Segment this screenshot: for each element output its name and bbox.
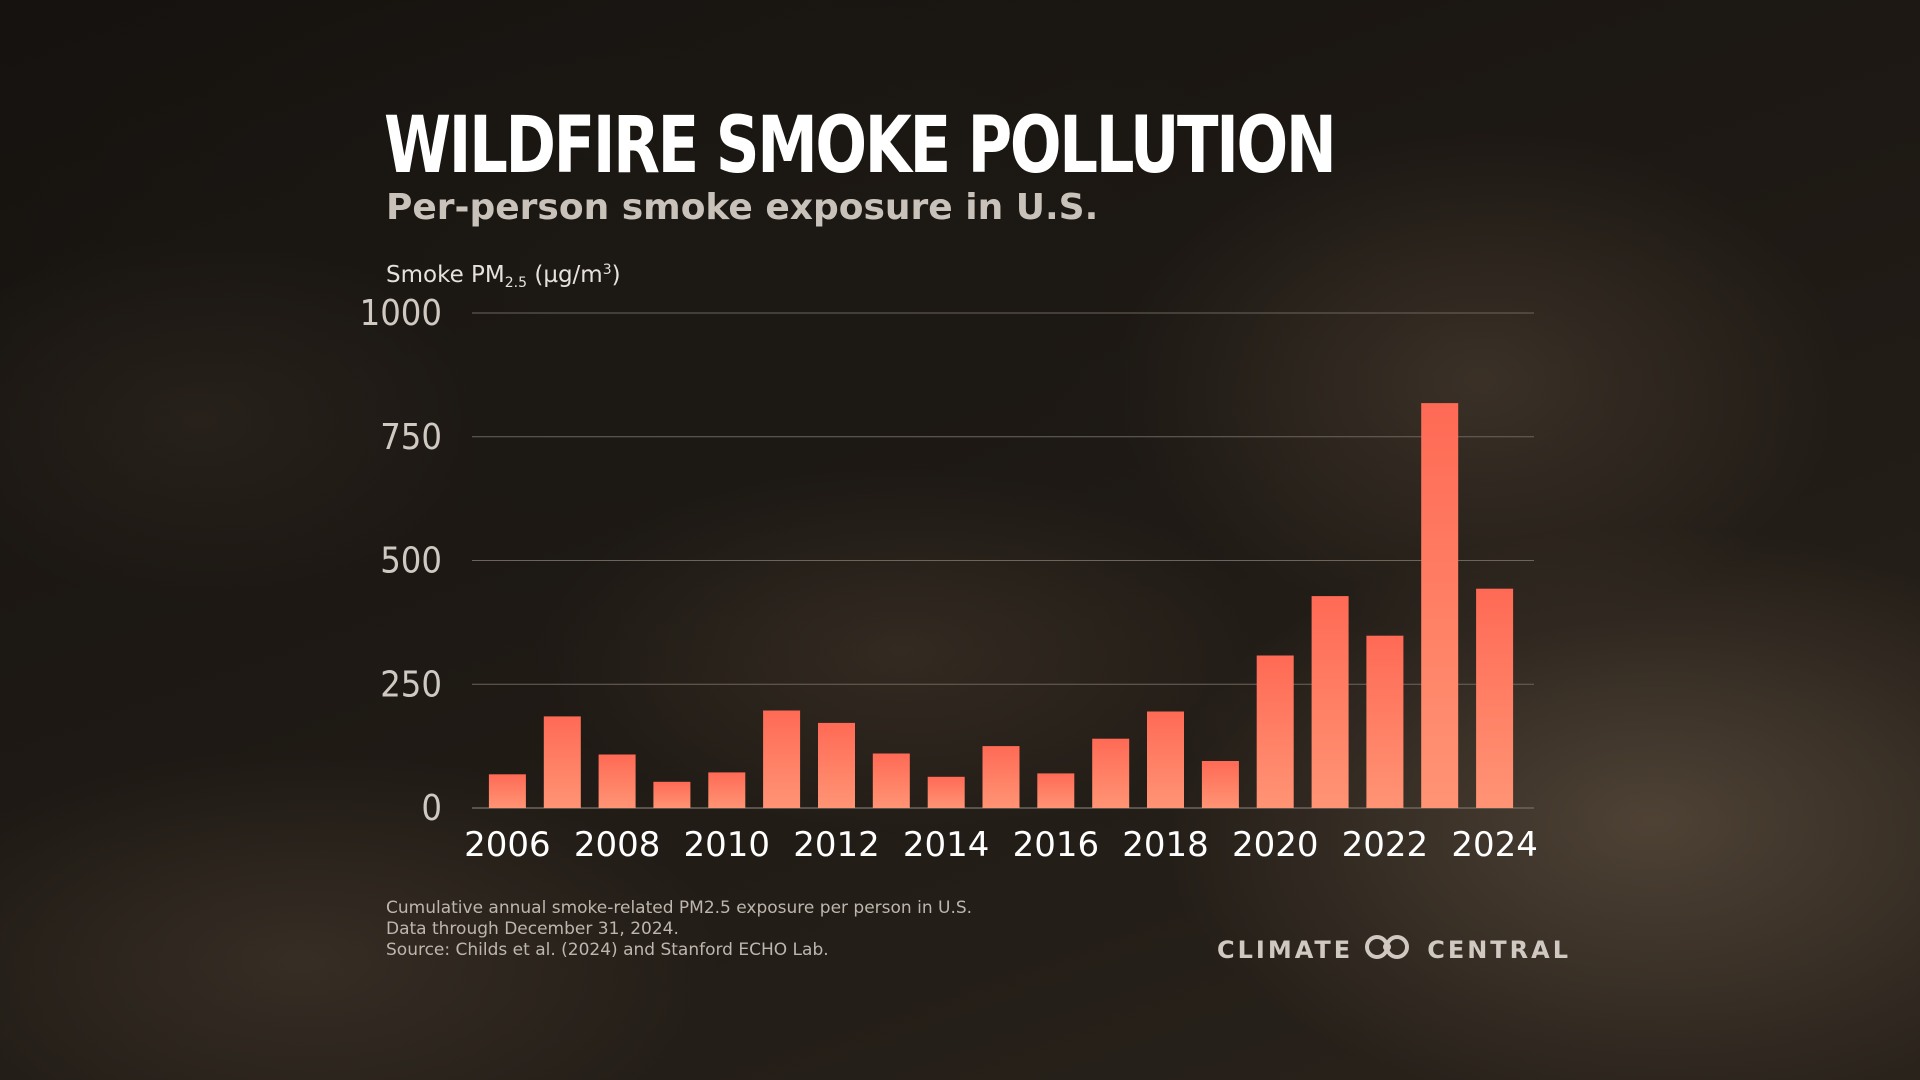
brand-name-right: CENTRAL [1427, 936, 1572, 964]
bar-2016 [1037, 773, 1075, 808]
bar-2021 [1311, 596, 1349, 808]
x-tick-label-2010: 2010 [684, 825, 771, 865]
bar-2017 [1092, 738, 1130, 808]
bar-2018 [1147, 711, 1184, 808]
bar-2013 [872, 753, 910, 808]
x-tick-label-2016: 2016 [1013, 825, 1100, 865]
y-axis-label-unit-close: ) [611, 262, 621, 288]
x-tick-label-2018: 2018 [1122, 825, 1209, 865]
bar-2010 [708, 772, 746, 808]
footnotes: Cumulative annual smoke-related PM2.5 ex… [386, 898, 972, 961]
bar-2020 [1256, 655, 1294, 808]
brand-name-left: CLIMATE [1217, 936, 1354, 964]
x-tick-label-2024: 2024 [1451, 825, 1538, 865]
bar-2011 [763, 710, 801, 808]
bar-2007 [543, 716, 581, 808]
chart-subtitle: Per-person smoke exposure in U.S. [386, 187, 1099, 228]
x-tick-label-2014: 2014 [903, 825, 990, 865]
bar-2006 [488, 774, 526, 808]
climate-central-logo-icon [1361, 934, 1413, 966]
y-tick-label-500: 500 [380, 541, 442, 582]
bar-2014 [927, 776, 965, 808]
bar-2012 [818, 722, 855, 808]
footnote-data-date: Data through December 31, 2024. [386, 919, 679, 939]
footnote-description: Cumulative annual smoke-related PM2.5 ex… [386, 898, 973, 918]
x-tick-label-2006: 2006 [464, 825, 551, 865]
chart-title: WILDFIRE SMOKE POLLUTION [384, 101, 1337, 191]
bar-2023 [1421, 403, 1459, 808]
y-tick-label-250: 250 [380, 664, 442, 705]
y-axis-label: Smoke PM2.5 (µg/m3) [386, 254, 621, 299]
x-tick-label-2022: 2022 [1342, 825, 1429, 865]
bar-2022 [1366, 635, 1404, 808]
bar-2024 [1476, 588, 1514, 808]
bar-2009 [653, 781, 691, 808]
climate-central-brand: CLIMATE CENTRAL [1217, 934, 1571, 966]
bar-2008 [598, 754, 636, 808]
y-axis-label-superscript: 3 [602, 262, 612, 278]
y-tick-label-750: 750 [380, 417, 442, 458]
x-tick-label-2012: 2012 [793, 825, 880, 865]
y-tick-label-0: 0 [421, 788, 442, 829]
y-axis-ticks: 0 250 500 750 1000 [360, 293, 442, 829]
bar-2015 [982, 746, 1020, 808]
bar-2019 [1201, 761, 1239, 808]
y-tick-label-1000: 1000 [360, 293, 442, 334]
y-axis-label-subscript: 2.5 [504, 275, 528, 291]
x-tick-label-2020: 2020 [1232, 825, 1319, 865]
y-axis-label-unit-open: (µg/m [527, 262, 603, 288]
footnote-source: Source: Childs et al. (2024) and Stanfor… [386, 940, 829, 960]
bars [488, 403, 1514, 808]
x-axis-ticks: 2006 2008 2010 2012 2014 2016 2018 2020 2022 2024 [464, 825, 1538, 865]
y-axis-label-text: Smoke PM [386, 262, 505, 288]
x-tick-label-2008: 2008 [574, 825, 661, 865]
